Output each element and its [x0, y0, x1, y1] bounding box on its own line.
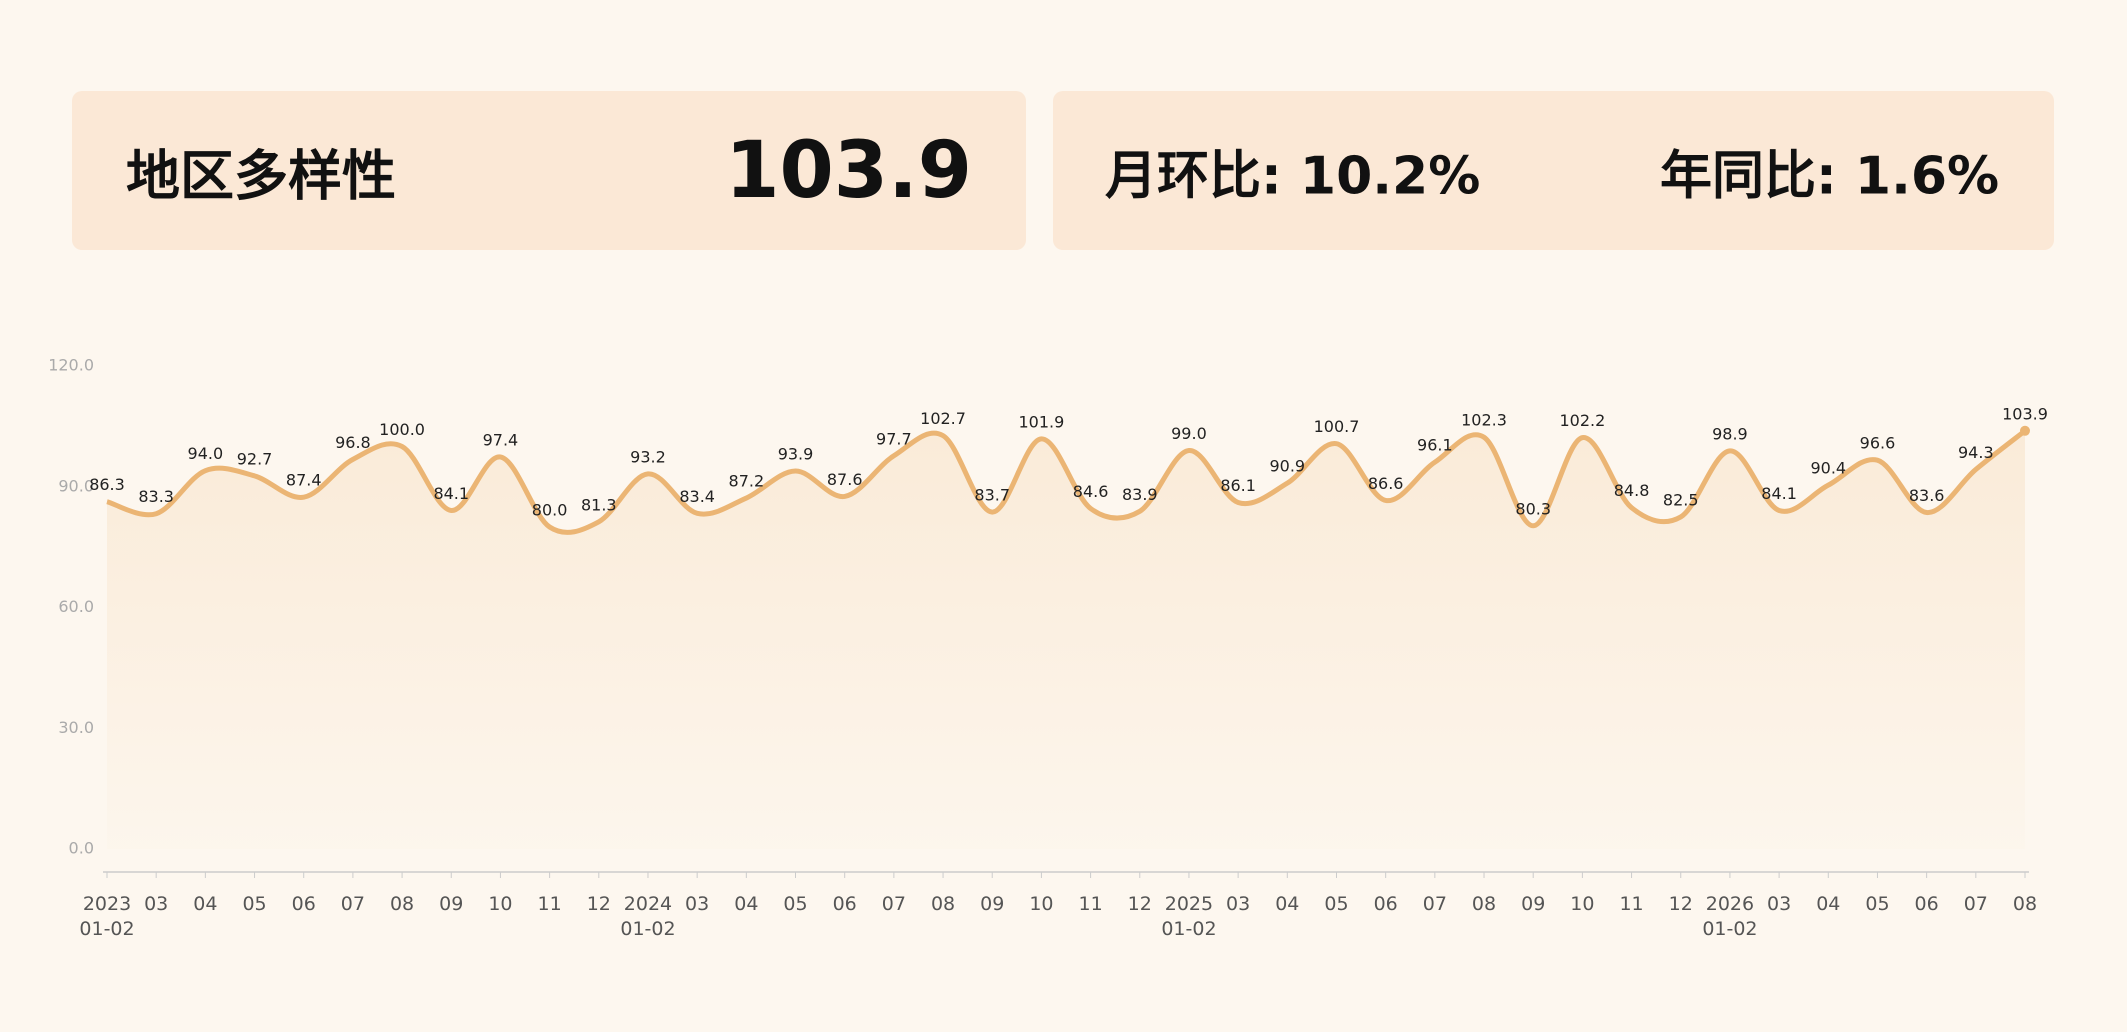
x-tick-label: 10: [1029, 893, 1054, 915]
data-label: 83.3: [138, 487, 174, 506]
x-tick-label: 07: [1422, 893, 1447, 915]
data-label: 90.4: [1810, 459, 1846, 478]
x-tick-label: 04: [734, 893, 759, 915]
x-tick-label: 05: [242, 893, 267, 915]
x-tick-label: 10: [1570, 893, 1595, 915]
x-tick-label: 12: [1668, 893, 1693, 915]
x-tick-label: 05: [1865, 893, 1890, 915]
x-tick-label: 04: [193, 893, 218, 915]
x-tick-label: 10: [488, 893, 513, 915]
x-tick-label: 03: [1226, 893, 1251, 915]
data-label: 83.6: [1909, 486, 1945, 505]
x-tick-label: 05: [1324, 893, 1349, 915]
x-tick-label: 06: [1373, 893, 1398, 915]
data-label: 86.3: [89, 475, 125, 494]
y-tick-label: 90.0: [58, 476, 94, 495]
yoy-change: 年同比: 1.6%: [1660, 146, 2000, 206]
y-tick-label: 120.0: [48, 356, 94, 375]
x-tick-label: 07: [1963, 893, 1988, 915]
x-tick-label: 08: [2012, 893, 2038, 915]
area: [107, 430, 2025, 849]
x-tick-label: 04: [1816, 893, 1841, 915]
x-tick-label: 08: [389, 893, 415, 915]
mom-change: 月环比: 10.2%: [1105, 146, 1481, 206]
data-label: 82.5: [1663, 490, 1699, 509]
data-label: 92.7: [237, 449, 273, 468]
data-label: 80.3: [1515, 499, 1551, 518]
data-label: 81.3: [581, 495, 617, 514]
line: [106, 428, 2027, 535]
x-tick-label: 03: [685, 893, 710, 915]
x-tick-label: 2024 01-02: [620, 893, 676, 940]
x-tick-label: 03: [144, 893, 169, 915]
data-label: 102.3: [1461, 411, 1507, 430]
data-label: 97.7: [876, 429, 912, 448]
change-card: 月环比: 10.2% 年同比: 1.6%: [1053, 91, 2054, 250]
summary-card: 地区多样性 103.9: [72, 91, 1026, 250]
data-label: 96.8: [335, 433, 371, 452]
data-label: 87.6: [827, 470, 863, 489]
data-label: 102.7: [920, 409, 966, 428]
data-label: 83.4: [679, 487, 715, 506]
y-tick-label: 30.0: [58, 718, 94, 737]
x-tick-label: 2026 01-02: [1702, 893, 1758, 940]
data-label: 90.9: [1269, 457, 1305, 476]
x-tick-label: 09: [980, 893, 1005, 915]
x-tick-label: 05: [783, 893, 808, 915]
data-label: 84.1: [1761, 484, 1797, 503]
data-label: 94.0: [188, 444, 224, 463]
x-tick-label: 08: [930, 893, 956, 915]
data-label: 99.0: [1171, 424, 1207, 443]
x-tick-label: 04: [1275, 893, 1300, 915]
data-label: 80.0: [532, 501, 568, 520]
data-label: 86.6: [1368, 474, 1404, 493]
data-label: 94.3: [1958, 443, 1994, 462]
y-tick-label: 0.0: [69, 839, 94, 858]
data-label: 101.9: [1019, 412, 1065, 431]
x-tick-label: 11: [537, 893, 562, 915]
metric-value: 103.9: [725, 125, 972, 216]
data-label: 87.4: [286, 471, 322, 490]
x-tick-label: 07: [340, 893, 365, 915]
data-label: 96.1: [1417, 436, 1453, 455]
x-tick-label: 12: [1127, 893, 1152, 915]
x-tick-label: 06: [832, 893, 857, 915]
x-tick-label: 08: [1471, 893, 1497, 915]
x-tick-label: 2025 01-02: [1161, 893, 1217, 940]
x-tick-label: 03: [1767, 893, 1792, 915]
data-label: 93.9: [778, 445, 814, 464]
data-label: 86.1: [1220, 476, 1256, 495]
x-tick-label: 2023 01-02: [79, 893, 135, 940]
x-tick-label: 07: [881, 893, 906, 915]
data-label: 93.2: [630, 447, 666, 466]
data-label: 97.4: [483, 430, 519, 449]
x-tick-label: 11: [1619, 893, 1644, 915]
data-label: 84.1: [433, 484, 469, 503]
end-point: [2020, 425, 2030, 436]
y-tick-label: 60.0: [58, 597, 94, 616]
x-tick-label: 12: [586, 893, 611, 915]
x-tick-label: 06: [1914, 893, 1939, 915]
x-tick-label: 09: [439, 893, 464, 915]
data-label: 103.9: [2002, 404, 2048, 423]
data-label: 84.6: [1073, 482, 1109, 501]
data-label: 84.8: [1614, 481, 1650, 500]
data-label: 83.7: [974, 486, 1010, 505]
data-label: 98.9: [1712, 424, 1748, 443]
data-label: 96.6: [1860, 434, 1896, 453]
data-label: 83.9: [1122, 485, 1158, 504]
data-label: 100.7: [1314, 417, 1360, 436]
metric-title: 地区多样性: [126, 144, 396, 207]
data-label: 102.2: [1559, 411, 1605, 430]
x-tick-label: 11: [1078, 893, 1103, 915]
x-tick-label: 09: [1521, 893, 1546, 915]
data-label: 87.2: [729, 472, 765, 491]
data-label: 100.0: [379, 420, 425, 439]
x-tick-label: 06: [291, 893, 316, 915]
